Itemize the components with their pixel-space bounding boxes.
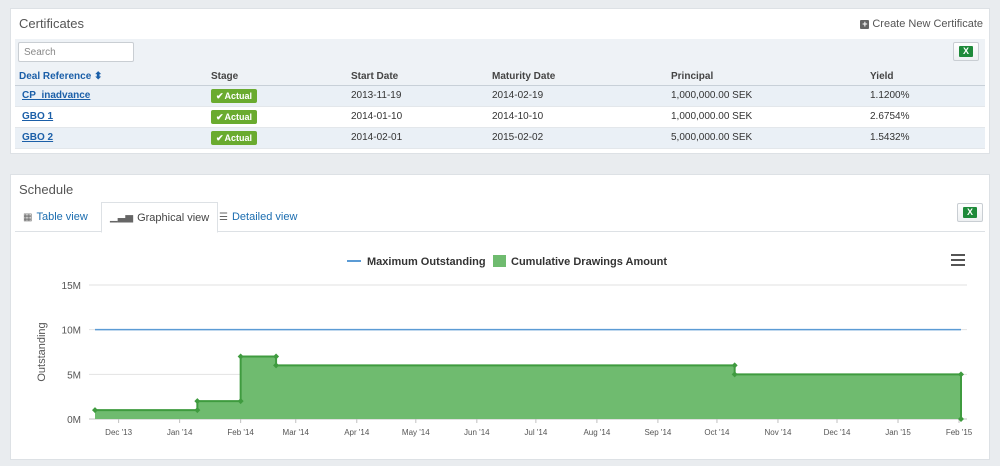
chart-menu-icon[interactable] — [951, 254, 965, 269]
data-point — [958, 416, 964, 422]
x-tick-label: Apr '14 — [344, 428, 370, 437]
list-icon: ☰ — [219, 211, 228, 223]
check-icon: ✔ — [216, 132, 224, 143]
x-axis-ticks: Dec '13 Jan '14 Feb '14 Mar '14 Apr '14 May '… — [105, 419, 973, 437]
stage-badge: ✔Actual — [211, 130, 258, 145]
y-tick-label: 5M — [67, 370, 81, 381]
data-point — [958, 371, 964, 378]
data-point — [92, 407, 98, 414]
check-icon: ✔ — [216, 90, 224, 101]
maturity-date-cell: 2015-02-02 — [488, 127, 667, 149]
x-tick-label: Feb '15 — [946, 428, 973, 437]
data-point — [237, 353, 244, 360]
x-tick-label: Feb '14 — [227, 428, 254, 437]
excel-icon: X — [959, 46, 973, 57]
x-tick-label: May '14 — [402, 428, 430, 437]
x-tick-label: Dec '14 — [824, 428, 851, 437]
certificates-toolbar: X — [15, 39, 985, 71]
data-point — [273, 353, 280, 360]
create-certificate-label: Create New Certificate — [872, 18, 983, 30]
data-point — [273, 362, 280, 369]
data-point — [731, 362, 738, 369]
column-header-yield[interactable]: Yield — [866, 69, 985, 86]
table-row: GBO 2 ✔Actual 2014-02-01 2015-02-02 5,00… — [15, 127, 985, 149]
stage-badge: ✔Actual — [211, 88, 258, 103]
y-tick-label: 0M — [67, 415, 81, 426]
create-certificate-link[interactable]: + Create New Certificate — [860, 18, 983, 30]
column-header-stage[interactable]: Stage — [207, 69, 347, 86]
column-header-start-date[interactable]: Start Date — [347, 69, 488, 86]
export-excel-button[interactable]: X — [953, 42, 979, 61]
certificates-table: Deal Reference ⬍ Stage Start Date Maturi… — [15, 69, 985, 149]
x-tick-label: Jul '14 — [524, 428, 547, 437]
x-tick-label: Jan '15 — [885, 428, 911, 437]
deal-link[interactable]: CP_inadvance — [22, 90, 91, 101]
x-tick-label: Sep '14 — [644, 428, 671, 437]
chart-series — [92, 328, 964, 422]
y-axis-label: Outstanding — [36, 322, 48, 381]
data-point — [194, 398, 201, 405]
stage-badge: ✔Actual — [211, 109, 258, 124]
yield-cell: 1.5432% — [866, 127, 985, 149]
export-excel-button[interactable]: X — [957, 203, 983, 222]
column-header-maturity-date[interactable]: Maturity Date — [488, 69, 667, 86]
check-icon: ✔ — [216, 111, 224, 122]
principal-cell: 5,000,000.00 SEK — [667, 127, 866, 149]
chart-legend: Maximum Outstanding Cumulative Drawings A… — [347, 255, 667, 268]
bar-chart-icon: ▁▃▅ — [110, 212, 134, 223]
principal-cell: 1,000,000.00 SEK — [667, 85, 866, 107]
column-header-principal[interactable]: Principal — [667, 69, 866, 86]
x-tick-label: Dec '13 — [105, 428, 132, 437]
start-date-cell: 2013-11-19 — [347, 85, 488, 107]
tab-detailed-view[interactable]: ☰ Detailed view — [219, 211, 298, 223]
legend-cumulative-drawings: Cumulative Drawings Amount — [511, 256, 667, 268]
legend-maximum-outstanding: Maximum Outstanding — [367, 256, 486, 268]
schedule-chart: 0M 5M 10M 15M Dec '13 Jan '14 Feb '14 Mar '14 A… — [36, 255, 973, 437]
cumulative-drawings-area — [95, 356, 961, 419]
column-header-deal-reference[interactable]: Deal Reference ⬍ — [15, 69, 207, 86]
start-date-cell: 2014-01-10 — [347, 106, 488, 128]
y-tick-label: 15M — [62, 281, 81, 292]
schedule-panel: Schedule ▦ Table view ▁▃▅ Graphical view… — [10, 174, 990, 460]
x-tick-label: Oct '14 — [704, 428, 730, 437]
maturity-date-cell: 2014-02-19 — [488, 85, 667, 107]
y-tick-label: 10M — [62, 326, 81, 337]
principal-cell: 1,000,000.00 SEK — [667, 106, 866, 128]
y-axis-ticks: 0M 5M 10M 15M — [62, 281, 81, 426]
data-point — [731, 371, 738, 378]
deal-link[interactable]: GBO 2 — [22, 132, 54, 143]
data-point — [194, 407, 201, 414]
yield-cell: 1.1200% — [866, 85, 985, 107]
yield-cell: 2.6754% — [866, 106, 985, 128]
certificates-title: Certificates — [19, 16, 85, 31]
search-input[interactable] — [18, 42, 134, 62]
excel-icon: X — [963, 207, 977, 218]
x-tick-label: Aug '14 — [583, 428, 610, 437]
plus-icon: + — [860, 18, 870, 29]
table-row: GBO 1 ✔Actual 2014-01-10 2014-10-10 1,00… — [15, 106, 985, 128]
legend-area-marker — [493, 255, 506, 267]
schedule-tabs: ▦ Table view ▁▃▅ Graphical view ☰ Detail… — [15, 202, 985, 233]
table-icon: ▦ — [23, 211, 33, 223]
x-tick-label: Jan '14 — [167, 428, 193, 437]
tab-graphical-view[interactable]: ▁▃▅ Graphical view — [101, 202, 219, 233]
deal-link[interactable]: GBO 1 — [22, 111, 54, 122]
data-point — [237, 398, 244, 405]
schedule-title: Schedule — [19, 182, 74, 197]
x-tick-label: Nov '14 — [765, 428, 792, 437]
x-tick-label: Mar '14 — [283, 428, 310, 437]
maturity-date-cell: 2014-10-10 — [488, 106, 667, 128]
x-tick-label: Jun '14 — [464, 428, 490, 437]
certificates-panel: Certificates + Create New Certificate X … — [10, 8, 990, 154]
table-row: CP_inadvance ✔Actual 2013-11-19 2014-02-… — [15, 85, 985, 107]
tab-table-view[interactable]: ▦ Table view — [23, 211, 88, 223]
start-date-cell: 2014-02-01 — [347, 127, 488, 149]
